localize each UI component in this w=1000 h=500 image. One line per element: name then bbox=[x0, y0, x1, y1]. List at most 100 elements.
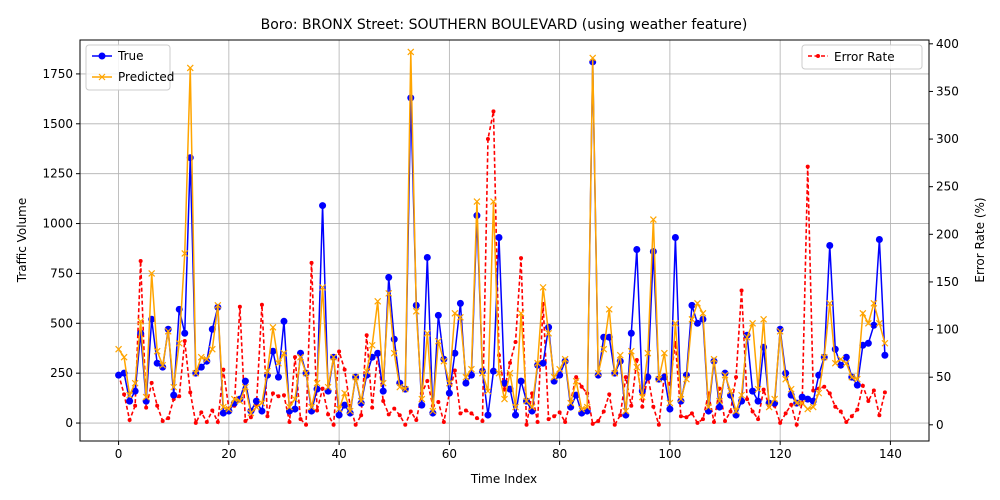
error-rate-point bbox=[711, 419, 716, 424]
error-rate-point bbox=[138, 258, 143, 263]
error-rate-point bbox=[871, 388, 876, 393]
true-point bbox=[512, 411, 520, 419]
true-point bbox=[252, 397, 260, 405]
predicted-point bbox=[539, 283, 547, 291]
predicted-point bbox=[148, 269, 156, 277]
error-rate-point bbox=[133, 403, 138, 408]
predicted-point bbox=[677, 395, 685, 403]
true-point bbox=[688, 301, 696, 309]
error-rate-point bbox=[199, 410, 204, 415]
true-point bbox=[881, 351, 889, 359]
true-point bbox=[826, 241, 834, 249]
predicted-point bbox=[859, 309, 867, 317]
predicted-point bbox=[550, 373, 558, 381]
predicted-point bbox=[523, 397, 530, 405]
predicted-point bbox=[208, 345, 216, 353]
predicted-point bbox=[346, 407, 354, 415]
predicted-point bbox=[611, 369, 619, 377]
predicted-point bbox=[352, 373, 360, 381]
true-point bbox=[297, 349, 305, 357]
y-tick-label: 750 bbox=[50, 266, 73, 280]
predicted-point bbox=[776, 327, 784, 335]
predicted-point bbox=[153, 347, 161, 355]
error-rate-point bbox=[750, 409, 755, 414]
true-point bbox=[649, 247, 657, 255]
true-point bbox=[567, 403, 575, 411]
true-point bbox=[501, 379, 508, 387]
legend-error-marker bbox=[816, 54, 820, 58]
error-rate-point bbox=[678, 414, 683, 419]
error-rate-point bbox=[745, 397, 750, 402]
error-rate-point bbox=[293, 355, 298, 360]
error-rate-point bbox=[827, 391, 832, 396]
predicted-point bbox=[545, 329, 553, 337]
error-rate-point bbox=[474, 416, 479, 421]
predicted-point bbox=[815, 389, 823, 397]
true-point bbox=[379, 387, 387, 395]
error-rate-point bbox=[634, 358, 639, 363]
predicted-point bbox=[605, 305, 613, 313]
error-rate-point bbox=[838, 409, 843, 414]
error-rate-point bbox=[612, 422, 617, 427]
predicted-point bbox=[445, 379, 453, 387]
true-point bbox=[434, 311, 442, 319]
true-point bbox=[666, 405, 674, 413]
predicted-point bbox=[721, 371, 729, 379]
predicted-point bbox=[743, 333, 751, 341]
true-point bbox=[831, 345, 839, 353]
error-rate-point bbox=[392, 406, 397, 411]
error-rate-point bbox=[695, 420, 700, 425]
error-rate-point bbox=[623, 375, 628, 380]
predicted-point bbox=[638, 393, 646, 401]
predicted-point bbox=[275, 359, 282, 367]
error-rate-point bbox=[508, 360, 513, 365]
error-rate-point bbox=[844, 419, 849, 424]
error-rate-point bbox=[811, 388, 816, 393]
error-rate-point bbox=[596, 418, 601, 423]
x-axis-label: Time Index bbox=[470, 472, 537, 486]
predicted-point bbox=[688, 315, 696, 323]
error-rate-point bbox=[513, 339, 518, 344]
predicted-point bbox=[567, 399, 575, 407]
predicted-point bbox=[600, 345, 608, 353]
true-point bbox=[550, 377, 558, 385]
error-rate-point bbox=[761, 387, 766, 392]
predicted-point bbox=[258, 399, 266, 407]
predicted-point bbox=[418, 395, 426, 403]
error-rate-point bbox=[370, 405, 375, 410]
true-point bbox=[842, 353, 850, 361]
predicted-point bbox=[462, 373, 470, 381]
predicted-point bbox=[308, 403, 315, 411]
true-point bbox=[225, 407, 233, 415]
legend-right: Error Rate bbox=[801, 44, 923, 70]
error-rate-point bbox=[519, 256, 524, 261]
predicted-point bbox=[633, 363, 641, 371]
series-predicted bbox=[115, 48, 889, 417]
predicted-point bbox=[203, 355, 211, 363]
y2-tick-label: 400 bbox=[936, 37, 959, 51]
predicted-point bbox=[760, 315, 768, 323]
predicted-point bbox=[341, 389, 349, 397]
true-point bbox=[335, 411, 343, 419]
predicted-point bbox=[302, 369, 310, 377]
x-tick-label: 20 bbox=[221, 447, 236, 461]
true-point bbox=[556, 371, 564, 379]
x-tick-label: 0 bbox=[115, 447, 123, 461]
error-rate-point bbox=[502, 387, 507, 392]
x-tick-label: 80 bbox=[552, 447, 567, 461]
predicted-point bbox=[671, 319, 679, 327]
error-rate-point bbox=[689, 411, 694, 416]
error-rate-point bbox=[149, 380, 154, 385]
predicted-point bbox=[407, 48, 415, 56]
error-rate-point bbox=[469, 411, 474, 416]
predicted-point bbox=[705, 403, 712, 411]
true-point bbox=[693, 319, 701, 327]
predicted-point bbox=[247, 409, 255, 417]
true-point bbox=[859, 341, 867, 349]
error-rate-point bbox=[221, 367, 226, 372]
x-tick-label: 40 bbox=[331, 447, 346, 461]
predicted-point bbox=[556, 365, 564, 373]
true-point bbox=[429, 409, 437, 417]
error-rate-point bbox=[563, 419, 568, 424]
predicted-point bbox=[192, 369, 200, 377]
